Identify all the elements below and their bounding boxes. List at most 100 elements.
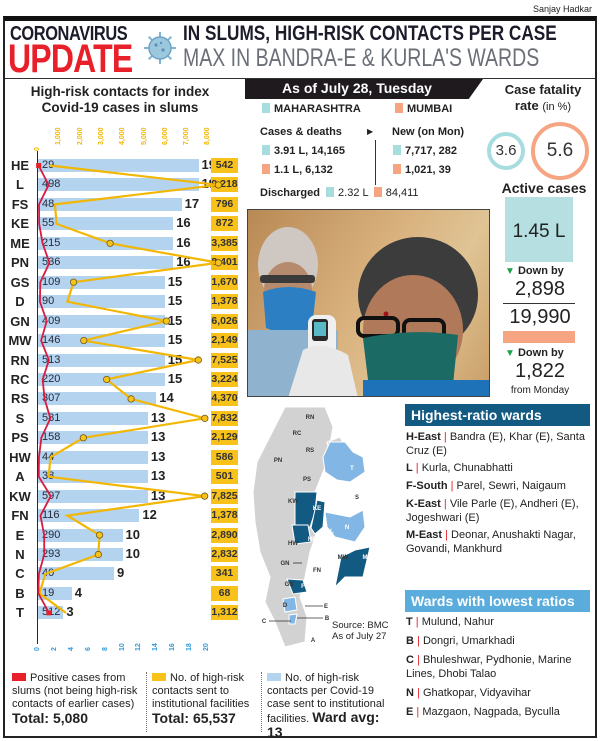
top-axis: 0 1,000 2,000 3,000 4,000 5,000 6,000 7,000 8,00… — [0, 118, 240, 154]
positive-cases-value: 38 — [42, 470, 55, 483]
ratio-bar — [38, 470, 148, 484]
ratio-value: 15 — [167, 370, 183, 386]
bottom-axis-tick: 0 — [34, 647, 41, 651]
down-triangle-icon: ▼ — [505, 266, 515, 277]
positive-cases-value: 146 — [42, 334, 61, 347]
bottom-axis-tick: 2 — [50, 647, 58, 651]
svg-text:HW: HW — [288, 541, 298, 547]
chart-row: RN 513 15 7,525 — [0, 351, 240, 370]
high-risk-contacts-value: 501 — [211, 469, 238, 485]
chart-row: HW 44 13 586 — [0, 448, 240, 467]
mh-down-value: 2,898 — [514, 278, 566, 300]
ratio-value: 4 — [74, 584, 83, 600]
chart-title: High-risk contacts for index Covid-19 ca… — [30, 84, 210, 115]
ward-label: KW — [9, 488, 31, 504]
svg-text:S: S — [355, 495, 359, 501]
chart-row: A 38 13 501 — [0, 467, 240, 486]
bottom-axis-tick: 10 — [118, 643, 126, 651]
ratio-value: 13 — [150, 429, 166, 445]
chart-row: FN 116 12 1,378 — [0, 506, 240, 525]
ward-label: GS — [10, 274, 30, 290]
top-axis-tick: 3,000 — [97, 127, 105, 145]
mum-down-label: ▼ Down by — [505, 347, 564, 359]
high-risk-contacts-value: 1,378 — [211, 294, 238, 310]
ward-item: C | Bhuleshwar, Pydhonie, Marine Lines, … — [406, 654, 572, 680]
ward-label: HW — [9, 449, 31, 465]
legend-yellow: No. of high-risk contacts sent to instit… — [152, 672, 250, 726]
divider — [375, 140, 376, 185]
ratio-bar — [38, 450, 148, 464]
legend-red: Positive cases from slums (not being hig… — [12, 672, 138, 726]
ward-item: K-East | Vile Parle (E), Andheri (E), Jo… — [406, 498, 579, 524]
ratio-value: 10 — [125, 546, 140, 561]
ward-item: B | Dongri, Umarkhadi — [406, 635, 515, 647]
positive-cases-value: 158 — [42, 431, 61, 444]
mum-active-value: 19,990 — [509, 306, 571, 328]
ratio-value: 13 — [150, 409, 166, 425]
ward-label: FN — [11, 508, 29, 524]
mum-new: 1,021, 39 — [393, 164, 451, 176]
photo-thermal-screening — [247, 209, 490, 397]
ward-label: N — [15, 547, 25, 562]
positive-cases-value: 409 — [42, 314, 61, 327]
down-triangle-icon: ▼ — [505, 348, 515, 359]
svg-text:B: B — [325, 616, 330, 622]
kicker-bottom: UPDATE — [8, 37, 133, 81]
positive-cases-value: 90 — [42, 295, 55, 308]
chart-row: GN 409 15 6,026 — [0, 312, 240, 331]
ward-label: A — [15, 469, 25, 485]
chart-row: GS 109 15 1,670 — [0, 273, 240, 292]
from-monday: from Monday — [510, 385, 570, 396]
positive-cases-value: 220 — [42, 372, 61, 385]
high-risk-contacts-value: 1,670 — [211, 274, 238, 290]
ratio-bar — [38, 197, 182, 211]
svg-text:RN: RN — [306, 415, 315, 421]
ratio-value: 16 — [176, 254, 191, 270]
chart-row: FS 48 17 796 — [0, 195, 240, 214]
headline-line-2: MAX IN BANDRA-E & KURLA'S WARDS — [183, 44, 540, 72]
high-risk-contacts-value: 2,890 — [211, 527, 238, 543]
positive-cases-value: 498 — [42, 178, 61, 191]
ratio-value: 15 — [167, 312, 183, 328]
ratio-value: 15 — [167, 293, 183, 309]
ward-item: N | Ghatkopar, Vidyavihar — [406, 687, 531, 699]
high-risk-contacts-value: 586 — [211, 449, 238, 465]
mh-cases-deaths: 3.91 L, 14,165 — [262, 145, 345, 157]
bottom-axis-tick: 20 — [203, 643, 210, 651]
chart-row: C 40 9 341 — [0, 564, 240, 583]
ratio-value: 12 — [142, 507, 157, 523]
chart-row: HE 29 19 542 — [0, 156, 240, 175]
ratio-bar — [38, 159, 199, 172]
svg-text:HE: HE — [308, 537, 316, 543]
ratio-value: 15 — [167, 332, 183, 348]
date-banner: As of July 28, Tuesday — [245, 79, 483, 99]
ratio-bar — [38, 295, 165, 309]
lowest-ratio-banner: Wards with lowest ratios — [405, 590, 590, 612]
ratio-value: 15 — [167, 273, 183, 289]
ward-label: S — [15, 410, 25, 426]
svg-text:L: L — [330, 529, 334, 535]
ratio-bar — [38, 217, 174, 231]
ward-label: PN — [10, 255, 30, 271]
chart-row: S 581 13 7,832 — [0, 409, 240, 428]
svg-text:T: T — [350, 466, 354, 472]
svg-text:KE: KE — [313, 506, 321, 512]
headline-line-1: IN SLUMS, HIGH-RISK CONTACTS PER CASE — [183, 22, 557, 45]
ward-label: RC — [10, 371, 30, 387]
svg-text:RS: RS — [306, 448, 314, 454]
chart-row: PN 536 16 8,401 — [0, 253, 240, 272]
high-risk-contacts-value: 341 — [211, 566, 238, 582]
positive-cases-value: 512 — [42, 606, 61, 619]
bottom-axis-tick: 8 — [101, 647, 109, 651]
positive-cases-value: 581 — [42, 411, 61, 424]
ward-label: B — [15, 585, 25, 601]
high-risk-contacts-value: 68 — [211, 585, 238, 601]
ward-item: H-East | Bandra (E), Khar (E), Santa Cru… — [406, 431, 585, 457]
divider — [5, 78, 595, 79]
salmon-swatch — [395, 103, 403, 113]
ward-label: E — [15, 527, 25, 543]
svg-text:N: N — [345, 525, 349, 531]
ratio-value: 14 — [159, 390, 174, 406]
bottom-axis-tick: 4 — [67, 647, 75, 651]
high-risk-contacts-value: 8,401 — [211, 255, 238, 271]
